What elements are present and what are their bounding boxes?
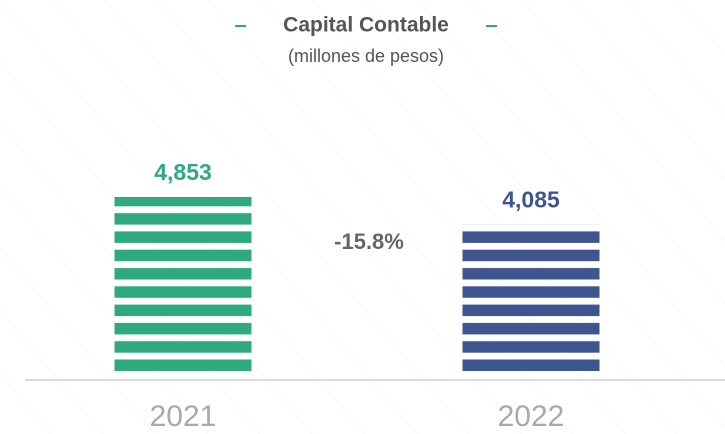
- x-tick-label: 2022: [498, 400, 565, 433]
- x-tick-label: 2021: [150, 400, 217, 433]
- bar: [462, 224, 600, 371]
- change-annotation: -15.8%: [334, 229, 404, 254]
- value-label: 4,085: [502, 187, 560, 213]
- chart-subtitle: (millones de pesos): [288, 46, 444, 66]
- value-label: 4,853: [154, 159, 212, 185]
- chart-title: Capital Contable: [283, 14, 449, 37]
- bar: [114, 197, 252, 371]
